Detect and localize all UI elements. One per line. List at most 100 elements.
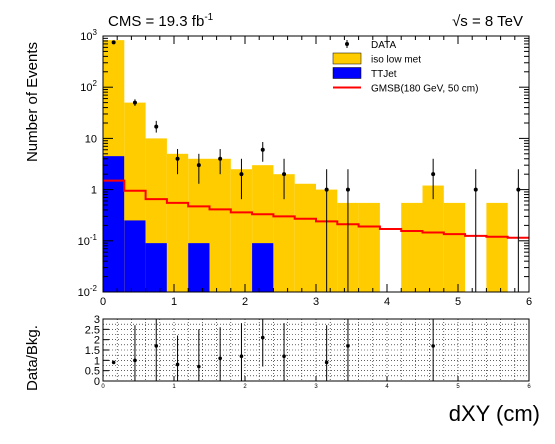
bar-iso-low-met — [230, 169, 253, 292]
ratio-x-tick-label: 5 — [456, 384, 460, 390]
histogram-bars — [103, 40, 508, 292]
y-tick-exp: 3 — [93, 28, 98, 37]
data-point — [324, 187, 329, 192]
data-points — [111, 40, 521, 292]
y-tick-label: 10-2 — [78, 284, 98, 299]
data-point — [260, 147, 265, 152]
data-point — [175, 156, 180, 161]
ratio-point — [197, 364, 201, 369]
ratio-y-tick-label: 0.5 — [85, 366, 100, 378]
ratio-x-tick-label: 3 — [314, 384, 318, 390]
ratio-plot-area: 0 1 2 3 4 5 600.511.522.53 — [85, 314, 532, 390]
ratio-x-tick-label: 4 — [385, 384, 389, 390]
x-tick-label: 0 — [100, 296, 106, 308]
ratio-point — [346, 344, 350, 348]
ratio-x-tick-label: 0 — [101, 384, 105, 390]
y-tick-label: 103 — [80, 28, 97, 43]
data-point — [154, 124, 159, 129]
data-point — [111, 40, 116, 45]
y-tick-base: 10 — [80, 82, 92, 94]
bar-iso-low-met — [166, 153, 189, 292]
data-point — [218, 156, 223, 161]
x-tick-label: 2 — [242, 296, 248, 308]
legend-swatch — [332, 67, 362, 79]
data-point — [431, 172, 436, 177]
ratio-point — [239, 354, 244, 359]
ratio-points — [111, 319, 435, 381]
chart-title-left-text: CMS = 19.3 fb — [108, 13, 204, 30]
bar-iso-low-met — [294, 183, 316, 292]
ratio-point — [431, 344, 435, 348]
ratio-point — [111, 360, 116, 365]
ratio-y-tick-label: 2 — [94, 335, 100, 347]
data-point — [239, 172, 244, 177]
bar-iso-low-met — [422, 185, 444, 292]
ratio-x-tick-label: 6 — [527, 384, 531, 390]
data-point — [473, 187, 478, 192]
bar-iso-low-met — [486, 202, 508, 292]
chart-title-left: CMS = 19.3 fb-1 — [108, 12, 214, 30]
y-tick-base: 10 — [78, 287, 90, 299]
legend-label: TTJet — [371, 69, 397, 80]
y-tick-label: 1 — [91, 185, 97, 197]
y-tick-base: 10 — [85, 133, 97, 145]
ratio-point — [218, 356, 222, 361]
signal-line — [103, 179, 529, 239]
bar-ttjet — [188, 243, 210, 292]
bar-ttjet — [103, 156, 125, 292]
x-axis-label: dXY (cm) — [449, 401, 540, 426]
bar-iso-low-met — [401, 202, 423, 292]
data-point — [132, 100, 137, 105]
legend-swatch — [332, 52, 362, 65]
legend-label: GMSB(180 GeV, 50 cm) — [371, 84, 478, 95]
legend-label: iso low met — [371, 55, 421, 66]
ratio-y-tick-label: 2.5 — [85, 324, 100, 336]
ratio-plot-axes: 0 1 2 3 4 5 600.511.522.53 — [85, 314, 532, 390]
data-point — [516, 187, 521, 192]
y-tick-exp: -1 — [90, 233, 98, 242]
x-tick-label: 3 — [313, 296, 319, 308]
ratio-point — [260, 335, 265, 340]
x-tick-label: 6 — [526, 296, 532, 308]
ratio-x-tick-label: 2 — [243, 384, 247, 390]
x-tick-label: 1 — [171, 296, 177, 308]
y-tick-base: 10 — [80, 31, 92, 43]
bar-iso-low-met — [273, 174, 295, 292]
bar-iso-low-met — [443, 202, 466, 292]
y-tick-exp: -2 — [90, 284, 98, 293]
y-axis-label-ratio: Data/Bkg. — [24, 325, 41, 391]
bar-iso-low-met — [358, 202, 380, 292]
bar-iso-low-met — [209, 158, 231, 292]
chart-title-left-sup: -1 — [204, 12, 213, 23]
y-tick-label: 10 — [85, 133, 97, 145]
ratio-point — [133, 358, 137, 363]
chart-title-right: √s = 8 TeV — [452, 13, 523, 30]
ratio-point — [175, 362, 180, 367]
ratio-x-tick-label: 1 — [172, 384, 176, 390]
y-tick-base: 10 — [78, 236, 90, 248]
bar-ttjet — [124, 220, 146, 292]
y-axis-label-main: Number of Events — [24, 42, 41, 162]
legend-label: DATA — [371, 40, 397, 51]
ratio-point — [154, 344, 159, 348]
y-tick-label: 10-1 — [78, 233, 98, 248]
ratio-point — [324, 360, 329, 365]
data-point — [196, 163, 201, 168]
data-point — [282, 172, 287, 177]
ratio-y-tick-label: 1 — [94, 355, 100, 367]
bar-ttjet — [145, 243, 167, 292]
y-tick-exp: 2 — [93, 79, 98, 88]
x-tick-label: 4 — [384, 296, 390, 308]
signal-step-line — [103, 179, 529, 239]
y-tick-label: 102 — [80, 79, 97, 94]
bar-ttjet — [252, 243, 274, 292]
ratio-y-tick-label: 3 — [94, 314, 100, 326]
legend: DATA iso low met TTJet GMSB(180 GeV, 50 cm) — [332, 40, 478, 95]
x-tick-label: 5 — [455, 296, 461, 308]
ratio-y-tick-label: 1.5 — [85, 345, 100, 357]
data-point — [345, 187, 350, 192]
